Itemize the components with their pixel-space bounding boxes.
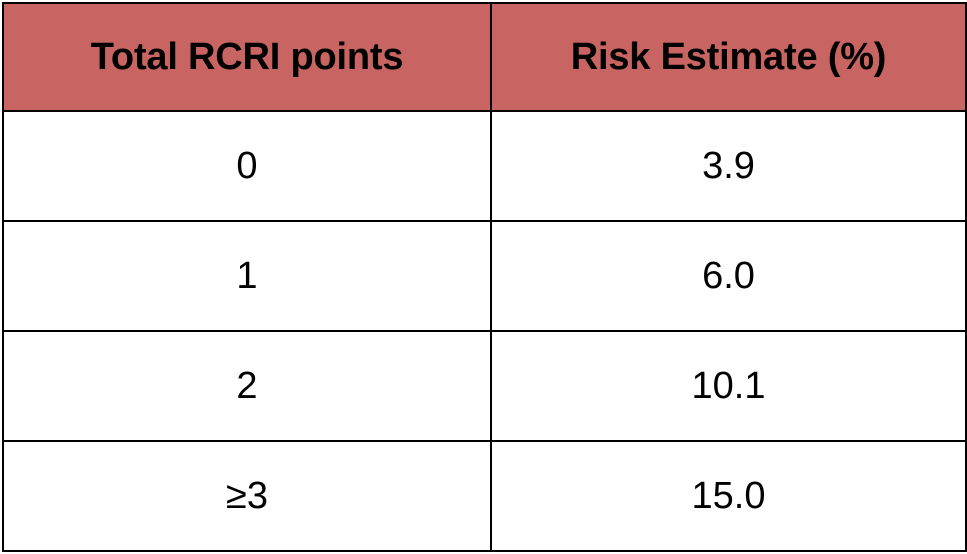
table-row: 1 6.0 (2, 220, 967, 332)
cell-rcri-points: ≥3 (2, 440, 492, 552)
table-row: 2 10.1 (2, 330, 967, 442)
cell-risk-estimate: 3.9 (490, 110, 967, 222)
cell-rcri-points: 0 (2, 110, 492, 222)
cell-risk-estimate: 6.0 (490, 220, 967, 332)
cell-rcri-points: 1 (2, 220, 492, 332)
cell-rcri-points: 2 (2, 330, 492, 442)
cell-risk-estimate: 10.1 (490, 330, 967, 442)
header-risk-estimate: Risk Estimate (%) (490, 2, 967, 112)
header-total-rcri-points: Total RCRI points (2, 2, 492, 112)
header-row: Total RCRI points Risk Estimate (%) (2, 2, 967, 112)
table-header: Total RCRI points Risk Estimate (%) (2, 2, 967, 112)
table-row: 0 3.9 (2, 110, 967, 222)
table-row: ≥3 15.0 (2, 440, 967, 552)
cell-risk-estimate: 15.0 (490, 440, 967, 552)
table-body: 0 3.9 1 6.0 2 10.1 ≥3 15.0 (2, 110, 967, 552)
